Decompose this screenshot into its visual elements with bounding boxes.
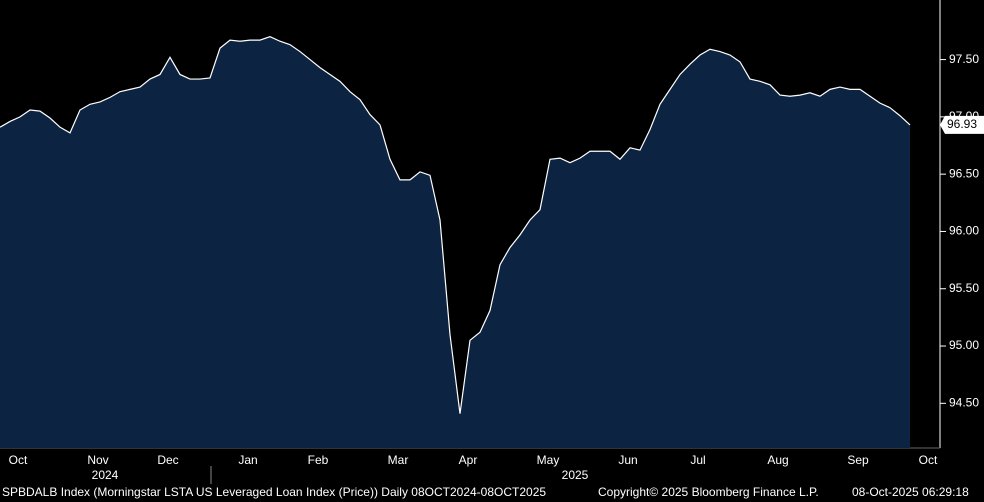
x-tick-label: May: [537, 453, 560, 467]
y-tick-label: 96.00: [949, 224, 979, 238]
last-value-box: [940, 115, 984, 134]
x-tick-label: Jan: [238, 453, 257, 467]
source: SPBDALB Index (Morningstar LSTA US Lever…: [2, 485, 546, 499]
y-tick-label: 95.00: [949, 338, 979, 352]
y-tick-label: 97.50: [949, 52, 979, 66]
x-tick-label: Apr: [459, 453, 478, 467]
x-tick-label: Oct: [9, 453, 28, 467]
timestamp: 08-Oct-2025 06:29:18: [852, 485, 969, 499]
x-tick-label: Sep: [847, 453, 869, 467]
y-tick-label: 95.50: [949, 281, 979, 295]
year-label: 2025: [562, 468, 589, 482]
x-tick-label: Jul: [690, 453, 705, 467]
line: [0, 36, 911, 414]
year-label: 2024: [92, 468, 119, 482]
x-tick-label: Mar: [388, 453, 409, 467]
y-tick-label: 96.50: [949, 166, 979, 180]
x-tick-label: Jun: [618, 453, 637, 467]
copyright: Copyright© 2025 Bloomberg Finance L.P.: [598, 485, 819, 499]
area: [0, 36, 910, 448]
x-tick-label: Aug: [767, 453, 788, 467]
y-tick-label: 94.50: [949, 395, 979, 409]
last-value-label: 96.93: [947, 117, 977, 131]
x-tick-label: Nov: [87, 453, 108, 467]
x-tick-label: Feb: [308, 453, 329, 467]
x-tick-label: Dec: [157, 453, 178, 467]
x-tick-label: Oct: [919, 453, 938, 467]
